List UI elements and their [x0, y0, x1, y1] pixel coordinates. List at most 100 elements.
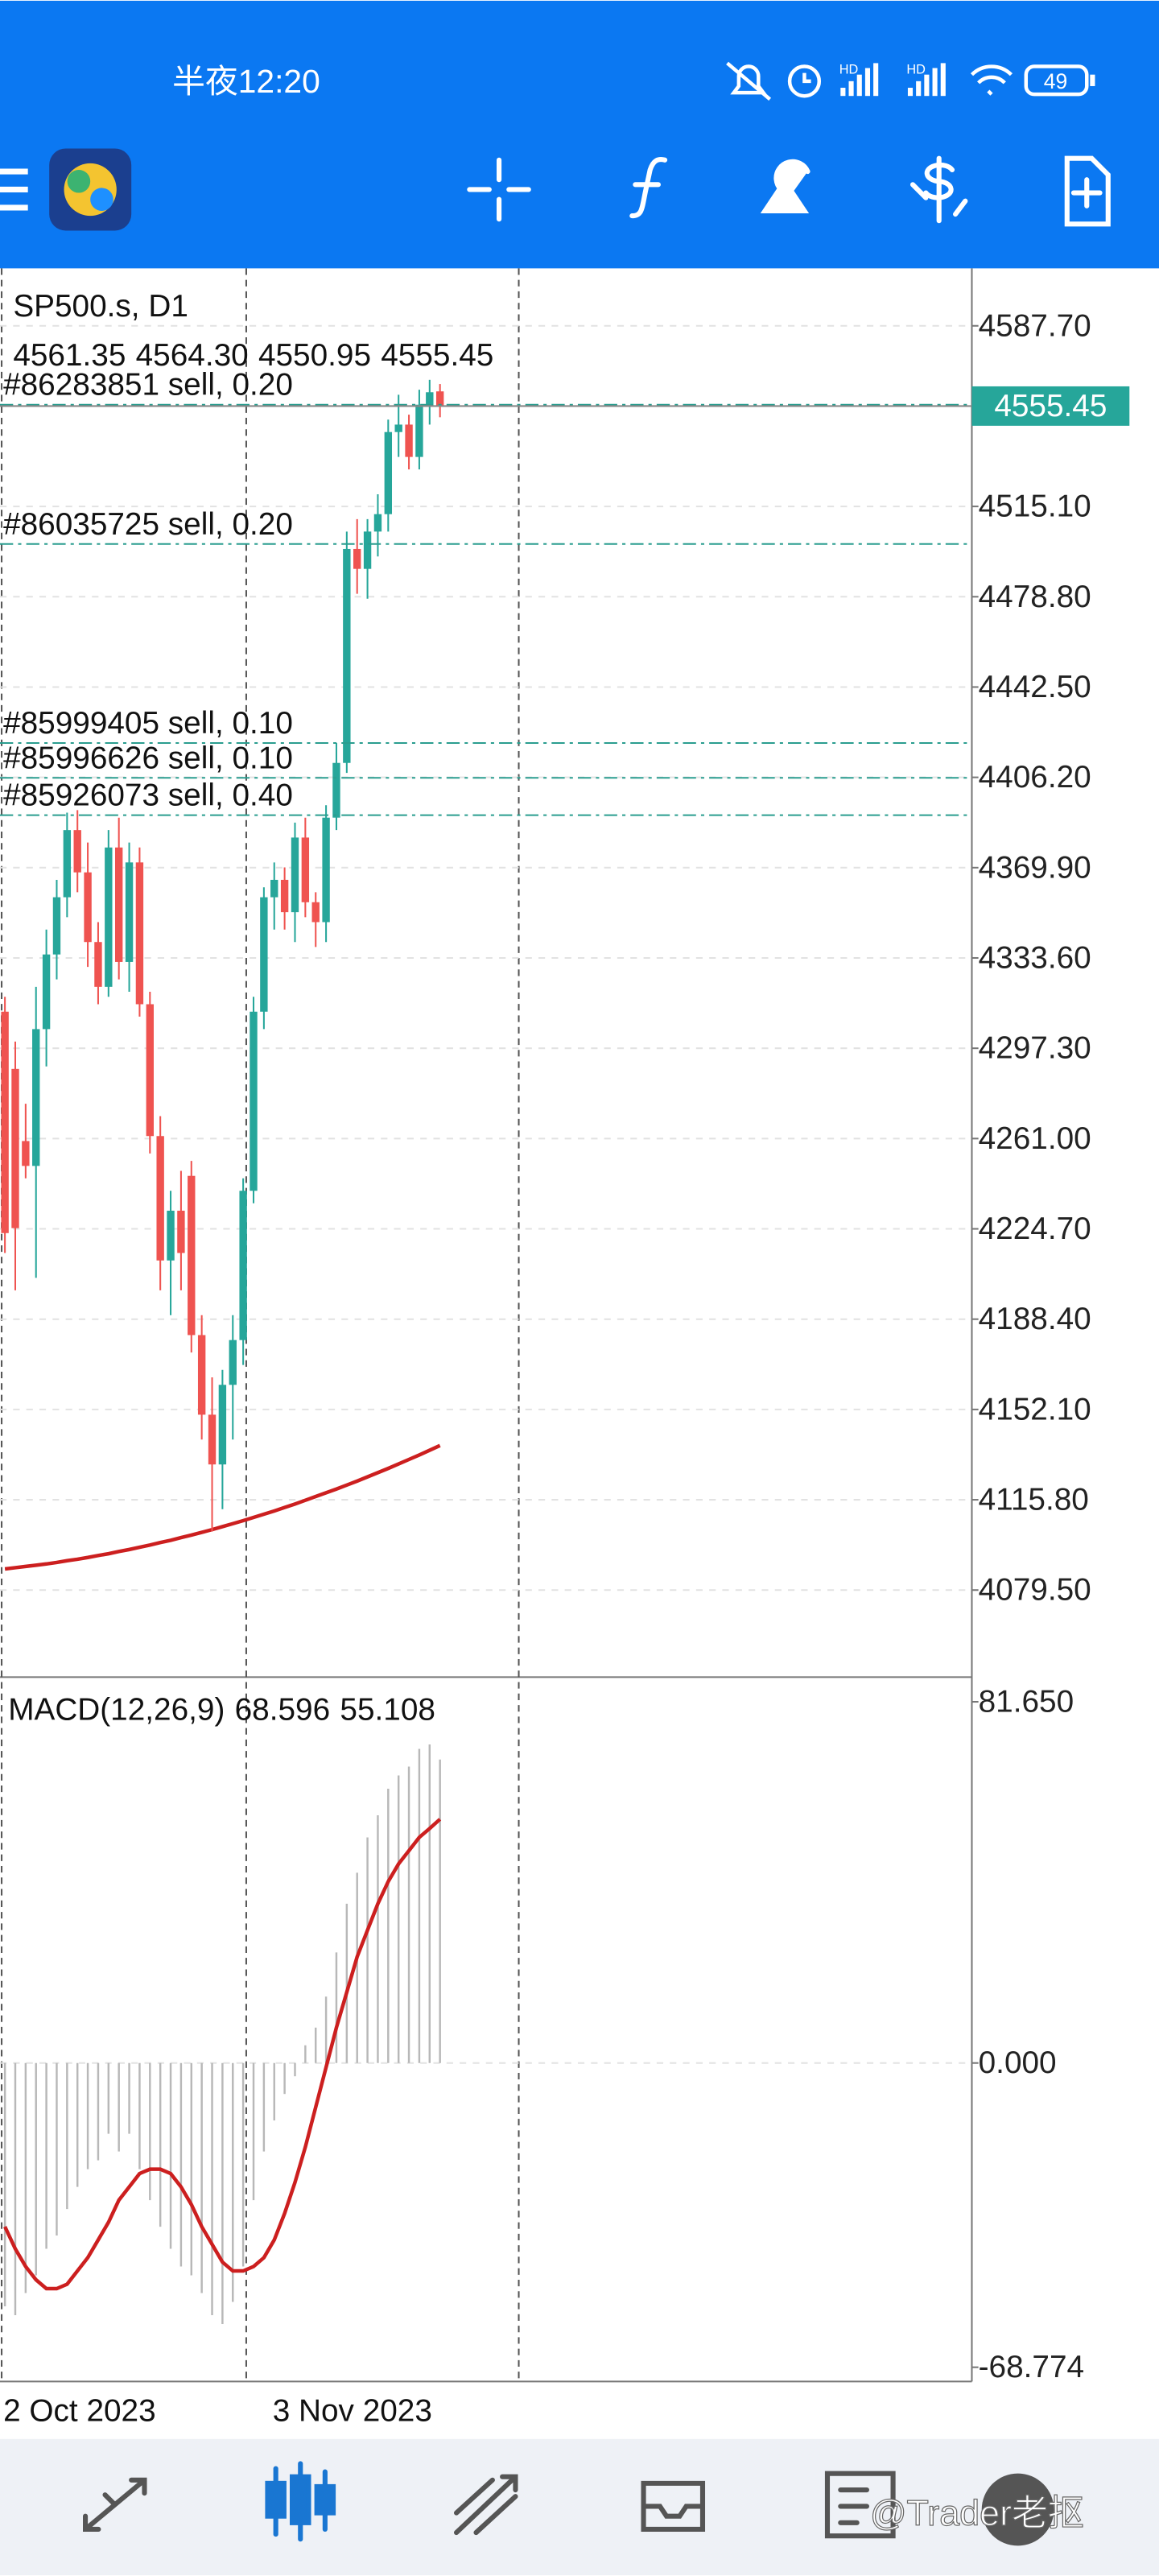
- order-label: #85996626 sell, 0.10: [3, 741, 293, 775]
- candle-body: [11, 1068, 19, 1228]
- y-tick-label: 0.000: [979, 2046, 1057, 2080]
- candle-body: [135, 862, 144, 1005]
- candle-body: [177, 1210, 185, 1253]
- chart-title: SP500.s, D1: [13, 289, 188, 324]
- bar: [840, 88, 846, 97]
- ma-line: [4, 1443, 441, 1571]
- battery-icon: [1024, 64, 1089, 97]
- trade-button[interactable]: [909, 155, 968, 224]
- ohlc-label: 4564.30: [136, 338, 249, 373]
- journal-tab[interactable]: [824, 2471, 896, 2539]
- objects-button[interactable]: [760, 159, 810, 214]
- candle-body: [63, 830, 72, 898]
- candle-body: [197, 1335, 206, 1415]
- chat-tab[interactable]: [981, 2473, 1054, 2546]
- y-tick-label: 4515.10: [979, 489, 1091, 524]
- history-tab[interactable]: [641, 2480, 706, 2533]
- candle-body: [291, 837, 299, 913]
- app-header: [0, 0, 1159, 269]
- bar: [932, 68, 938, 97]
- mute-icon: [726, 61, 772, 101]
- bar: [916, 80, 922, 97]
- candle-body: [125, 862, 134, 962]
- price-box: [971, 386, 1130, 426]
- y-tick-label: 4333.60: [979, 940, 1091, 975]
- candle-body: [22, 1141, 30, 1166]
- bar: [940, 63, 946, 97]
- bar: [873, 63, 879, 97]
- watermark: @Trader老抠: [870, 2492, 1084, 2533]
- candle-body: [260, 897, 268, 1012]
- order-label: #86035725 sell, 0.20: [3, 507, 293, 542]
- candle-body: [343, 548, 351, 763]
- alarm-hand: [802, 72, 811, 84]
- candle-body: [115, 847, 123, 962]
- wifi-icon: [970, 64, 1013, 96]
- y-tick-label: 4587.70: [979, 308, 1091, 343]
- candle-body: [322, 817, 330, 923]
- y-tick-label: 4188.40: [979, 1302, 1091, 1336]
- ohlc-label: 4550.95: [258, 338, 371, 373]
- candle-body: [1, 1011, 9, 1233]
- tab-candle: [314, 2483, 336, 2516]
- y-tick-label: 4478.80: [979, 580, 1091, 614]
- signal-bars: [840, 63, 1095, 97]
- y-tick-label: -68.774: [979, 2350, 1084, 2384]
- bottom-nav: [0, 2438, 1159, 2576]
- logo-dot: [90, 188, 113, 211]
- candle-body: [52, 897, 61, 955]
- price-label: 4555.45: [994, 389, 1107, 423]
- signal-line: [3, 1818, 442, 2291]
- candle-body: [42, 954, 51, 1030]
- ohlc-label: 4555.45: [381, 338, 493, 373]
- candle-body: [156, 1136, 164, 1261]
- new-order-button[interactable]: [1064, 155, 1111, 227]
- battery-level: 49: [1044, 69, 1067, 93]
- candle-body: [188, 1175, 196, 1335]
- candle-body: [394, 424, 402, 432]
- crosshair-button[interactable]: [467, 157, 531, 222]
- chart[interactable]: 4587.70 4515.10 4478.80 4442.50 4406.20 4369.…: [0, 268, 1130, 2429]
- candle-body: [250, 1011, 258, 1191]
- battery-tip: [1090, 74, 1095, 86]
- trade-tab[interactable]: [453, 2474, 518, 2536]
- logo-dot: [67, 169, 91, 193]
- candle-body: [311, 902, 320, 923]
- y-tick-label: 4152.10: [979, 1392, 1091, 1426]
- candle-body: [426, 392, 434, 405]
- app-logo: [49, 148, 132, 231]
- candle-body: [32, 1029, 40, 1166]
- x-tick-label: 2 Oct 2023: [3, 2394, 156, 2429]
- candle-body: [208, 1414, 217, 1465]
- bar: [848, 80, 854, 97]
- quotes-tab[interactable]: [83, 2477, 147, 2533]
- candle-body: [218, 1385, 227, 1465]
- candle-body: [353, 548, 361, 569]
- candle-body: [94, 942, 102, 987]
- y-tick-label: 4224.70: [979, 1212, 1091, 1246]
- y-tick-label: 81.650: [979, 1685, 1074, 1719]
- y-tick-label: 4369.90: [979, 850, 1091, 885]
- candle-body: [405, 424, 413, 457]
- menu-button[interactable]: [0, 168, 28, 211]
- candle-body: [301, 837, 310, 902]
- candle-body: [270, 879, 278, 898]
- indicator-button[interactable]: [629, 157, 668, 219]
- bar: [924, 74, 930, 97]
- alarm-icon: [787, 64, 822, 98]
- network-label: HD: [906, 63, 926, 77]
- bar: [907, 88, 914, 97]
- candle-body: [363, 531, 372, 569]
- candle-body: [167, 1210, 175, 1261]
- order-label: #86283851 sell, 0.20: [3, 368, 293, 402]
- chart-tab[interactable]: [265, 2461, 336, 2542]
- candle-body: [84, 872, 92, 943]
- indicator-value: 68.596: [235, 1693, 331, 1728]
- candle-body: [229, 1340, 237, 1385]
- y-tick-label: 4442.50: [979, 670, 1091, 704]
- bar: [856, 74, 862, 97]
- x-tick-label: 3 Nov 2023: [273, 2394, 432, 2429]
- candle-body: [373, 514, 382, 532]
